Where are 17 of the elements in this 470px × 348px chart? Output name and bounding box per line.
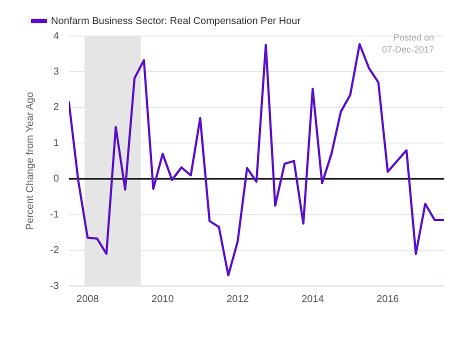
y-tick-label: 3: [53, 66, 60, 78]
annotation: 07-Dec-2017: [382, 44, 434, 54]
y-tick-label: 2: [53, 102, 60, 114]
y-axis-title: Percent Change from Year Ago: [24, 92, 36, 230]
y-tick-label: 0: [53, 174, 60, 185]
x-tick-label: 2016: [376, 294, 400, 305]
legend-label: Nonfarm Business Sector: Real Compensation Per Hour: [51, 16, 302, 27]
y-tick-label: -1: [50, 209, 60, 220]
x-tick-label: 2008: [76, 294, 100, 305]
y-tick-label: 4: [53, 30, 60, 42]
y-tick-label: -2: [50, 245, 60, 256]
x-tick-label: 2010: [152, 294, 174, 305]
annotation: Posted on: [393, 32, 434, 42]
y-tick-label: -3: [50, 280, 60, 292]
x-tick-label: 2014: [302, 294, 324, 305]
y-tick-label: 1: [53, 138, 60, 149]
x-tick-label: 2012: [226, 294, 250, 305]
